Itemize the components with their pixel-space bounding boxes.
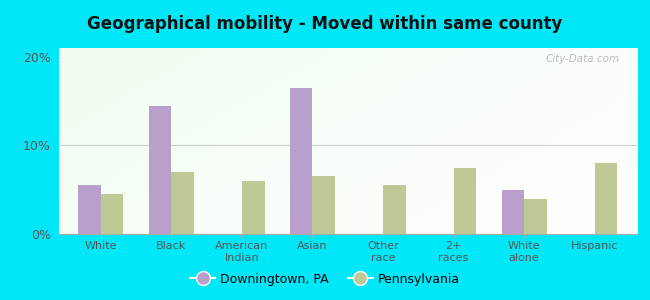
- Bar: [454, 168, 476, 234]
- Bar: [149, 106, 172, 234]
- Bar: [290, 88, 313, 234]
- Bar: [524, 199, 547, 234]
- Bar: [313, 176, 335, 234]
- Bar: [242, 181, 265, 234]
- Text: Geographical mobility - Moved within same county: Geographical mobility - Moved within sam…: [87, 15, 563, 33]
- Bar: [595, 163, 618, 234]
- Bar: [78, 185, 101, 234]
- Bar: [383, 185, 406, 234]
- Bar: [101, 194, 124, 234]
- Bar: [172, 172, 194, 234]
- Text: City-Data.com: City-Data.com: [545, 54, 619, 64]
- Legend: Downingtown, PA, Pennsylvania: Downingtown, PA, Pennsylvania: [185, 268, 465, 291]
- Bar: [502, 190, 524, 234]
